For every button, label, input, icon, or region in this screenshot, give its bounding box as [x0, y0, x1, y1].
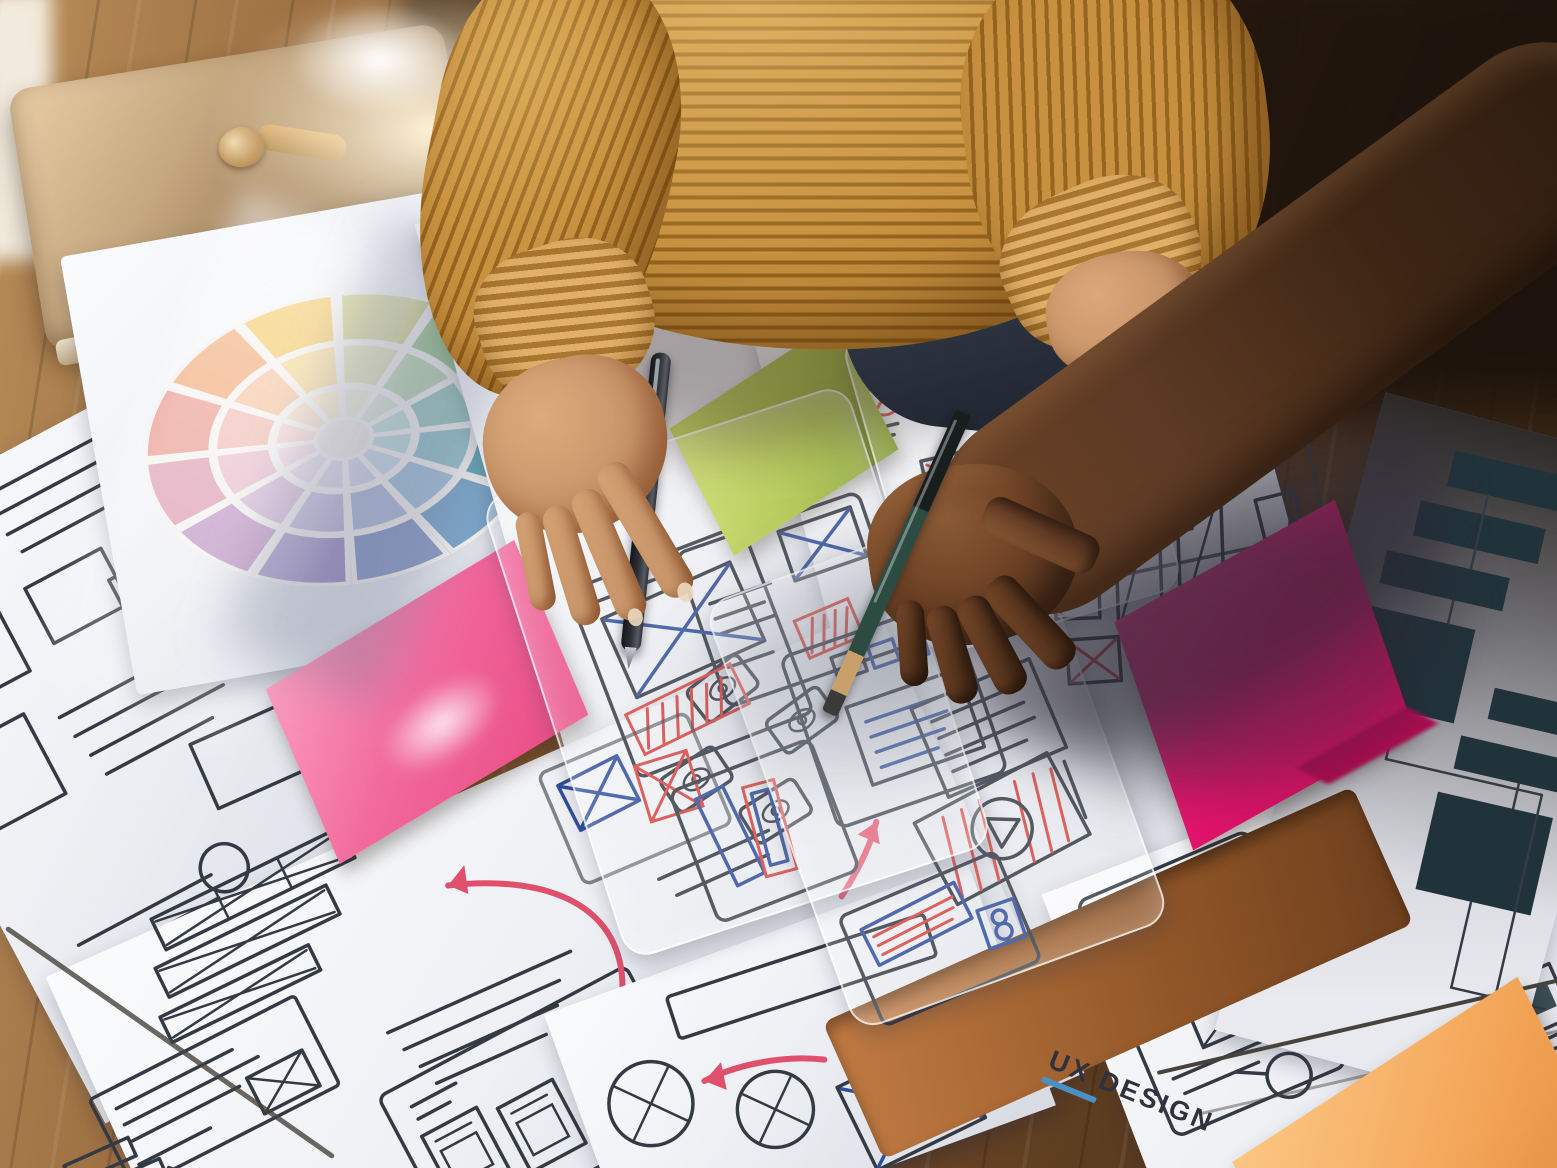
paragraph-lines-sketch	[386, 949, 573, 1086]
phone-card-progress-bars	[670, 739, 859, 922]
right-pinky-finger	[895, 599, 930, 687]
bottomcenter-wireframe-paper	[544, 860, 1056, 1168]
right-hand	[834, 409, 1125, 722]
bottomcenter-wireframe-sketch	[607, 913, 988, 1168]
phone-card-two-images	[538, 712, 732, 885]
phone-card-banner-b	[839, 851, 1041, 1026]
